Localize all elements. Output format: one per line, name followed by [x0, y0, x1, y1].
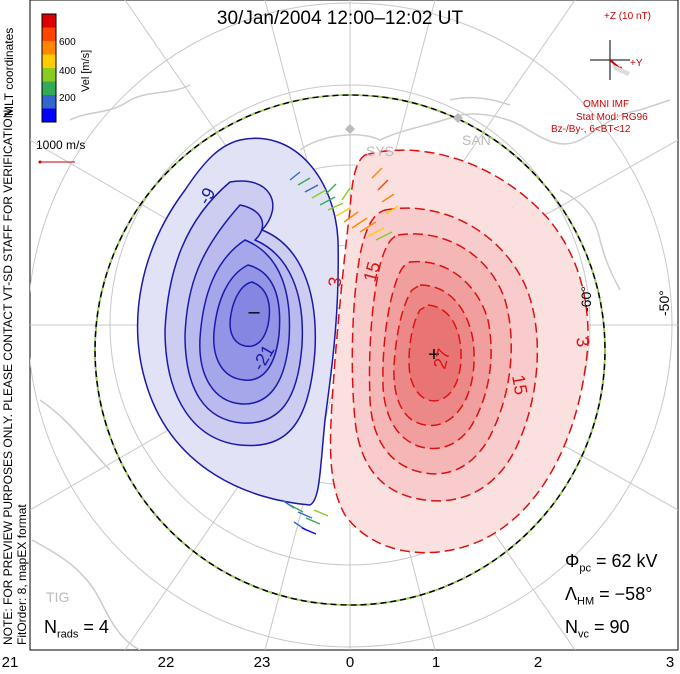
nrads-sub: rads — [57, 628, 79, 641]
min-marker: – — [248, 301, 260, 323]
colorbar-swatch — [42, 81, 56, 95]
colorbar-border — [41, 13, 57, 123]
site-marker-san — [453, 113, 463, 123]
nvc-symbol: N — [565, 617, 578, 637]
scale-label: 1000 m/s — [36, 138, 86, 152]
phi-value: = 62 kV — [596, 551, 658, 571]
lambda-sub: HM — [577, 595, 595, 608]
colorbar-tick-200: 200 — [59, 93, 76, 104]
site-label-sys: SYS — [366, 143, 394, 159]
velocity-vectors — [281, 167, 399, 535]
nvc-stat: Nvc = 90 — [565, 617, 630, 641]
colorbar-swatch — [42, 108, 56, 122]
nrads-stat: Nrads = 4 — [44, 617, 109, 641]
imf-model: Stat Mod: RG96 — [576, 112, 648, 123]
phi-pc-stat: Φpc = 62 kV — [565, 551, 658, 575]
imf-shadow — [612, 64, 630, 76]
x-tick-21: 21 — [1, 654, 19, 671]
nvc-sub: vc — [578, 628, 589, 641]
colorbar-swatch — [42, 68, 56, 82]
site-marker-sys — [345, 124, 355, 134]
hm-boundary-green — [94, 94, 606, 606]
coastlines — [31, 84, 671, 650]
colorbar-swatch — [42, 14, 56, 28]
contour-label-pos-15-outer: 15 — [508, 373, 531, 396]
nvc-value: = 90 — [594, 617, 630, 637]
colorbar-swatch — [42, 54, 56, 68]
fit-order: FitOrder: 8, mapEX format — [15, 504, 29, 645]
imf-dial — [590, 40, 630, 80]
x-tick-1: 1 — [431, 654, 441, 671]
lambda-symbol: Λ — [565, 584, 578, 604]
side-note: NOTE: FOR PREVIEW PURPOSES ONLY. PLEASE … — [1, 106, 29, 645]
lat-label-60: -60° — [578, 286, 594, 312]
nrads-value: = 4 — [83, 617, 109, 637]
scale-vector-origin — [38, 160, 42, 164]
colorbar-swatch — [42, 95, 56, 109]
colorbar-tick-600: 600 — [59, 37, 76, 48]
phi-sub: pc — [579, 562, 591, 575]
mlt-coordinates-label: MLT coordinates — [2, 27, 16, 116]
negative-potential-cell — [136, 137, 340, 506]
x-tick-22: 22 — [157, 654, 175, 671]
lambda-value: = −58° — [599, 584, 653, 604]
x-tick-3: 3 — [665, 654, 675, 671]
imf-axis-label: +Z (10 nT) — [604, 11, 651, 22]
phi-symbol: Φ — [565, 551, 580, 571]
colorbar — [41, 13, 57, 123]
x-tick-2: 2 — [533, 654, 543, 671]
positive-potential-cell — [329, 149, 589, 554]
max-marker: + — [428, 344, 440, 366]
imf-condition: Bz-/By-, 6<BT<12 — [551, 124, 631, 135]
preview-note: NOTE: FOR PREVIEW PURPOSES ONLY. PLEASE … — [1, 106, 15, 645]
vel-label: Vel [m/s] — [80, 49, 92, 92]
site-label-tig: TIG — [46, 589, 69, 605]
colorbar-swatch — [42, 27, 56, 41]
contour-label-pos-3-outer: 3 — [572, 335, 593, 348]
x-tick-0: 0 — [345, 654, 355, 671]
colorbar-tick-400: 400 — [59, 66, 76, 77]
x-tick-23: 23 — [253, 654, 271, 671]
imf-y-label: +Y — [630, 58, 643, 69]
colorbar-swatch — [42, 41, 56, 55]
contour-label-pos-3-inner: 3 — [324, 275, 345, 288]
map-title: 30/Jan/2004 12:00–12:02 UT — [216, 8, 464, 29]
imf-source: OMNI IMF — [583, 99, 630, 110]
nrads-symbol: N — [44, 617, 57, 637]
lat-label-50: -50° — [656, 290, 672, 316]
lambda-hm-stat: ΛHM = −58° — [565, 584, 652, 608]
site-label-san: SAN — [462, 132, 491, 148]
